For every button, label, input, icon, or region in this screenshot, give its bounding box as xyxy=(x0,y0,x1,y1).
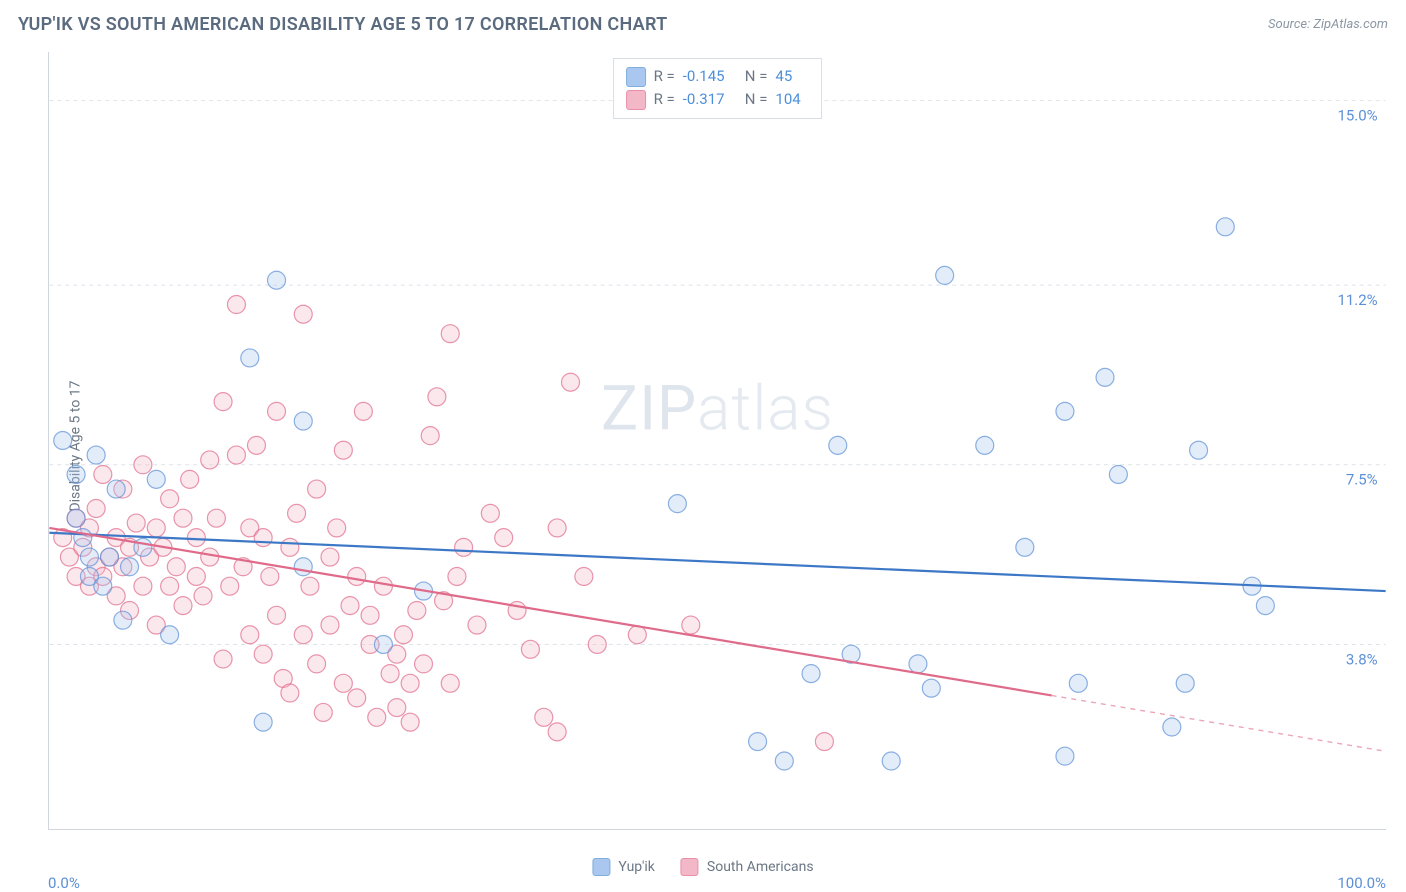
n-label: N = xyxy=(745,88,768,111)
legend-swatch-series-2 xyxy=(681,858,699,876)
r-value-series-1: -0.145 xyxy=(683,65,737,88)
svg-text:7.5%: 7.5% xyxy=(1346,471,1378,489)
r-label: R = xyxy=(654,65,675,88)
swatch-series-1 xyxy=(626,67,646,87)
n-value-series-1: 45 xyxy=(775,65,809,88)
x-axis-max-label: 100.0% xyxy=(1337,874,1386,892)
svg-text:11.2%: 11.2% xyxy=(1337,291,1377,309)
correlation-stats-box: R = -0.145 N = 45 R = -0.317 N = 104 xyxy=(613,58,823,119)
plot-area: R = -0.145 N = 45 R = -0.317 N = 104 ZIP… xyxy=(48,52,1386,830)
r-value-series-2: -0.317 xyxy=(683,88,737,111)
legend-item-series-1: Yup'ik xyxy=(592,858,654,876)
stats-row-series-2: R = -0.317 N = 104 xyxy=(626,88,810,111)
svg-text:3.8%: 3.8% xyxy=(1346,650,1378,668)
legend-label-series-1: Yup'ik xyxy=(618,859,654,875)
n-value-series-2: 104 xyxy=(775,88,809,111)
legend-swatch-series-1 xyxy=(592,858,610,876)
bottom-legend: Yup'ik South Americans xyxy=(592,858,813,876)
chart-title: YUP'IK VS SOUTH AMERICAN DISABILITY AGE … xyxy=(18,14,668,35)
svg-text:15.0%: 15.0% xyxy=(1337,107,1377,125)
swatch-series-2 xyxy=(626,90,646,110)
source-attribution: Source: ZipAtlas.com xyxy=(1268,17,1388,32)
n-label: N = xyxy=(745,65,768,88)
x-axis-min-label: 0.0% xyxy=(48,874,80,892)
stats-row-series-1: R = -0.145 N = 45 xyxy=(626,65,810,88)
r-label: R = xyxy=(654,88,675,111)
legend-item-series-2: South Americans xyxy=(681,858,814,876)
legend-label-series-2: South Americans xyxy=(707,859,814,875)
scatter-svg: 3.8% 7.5% 11.2% 15.0% xyxy=(49,52,1386,829)
